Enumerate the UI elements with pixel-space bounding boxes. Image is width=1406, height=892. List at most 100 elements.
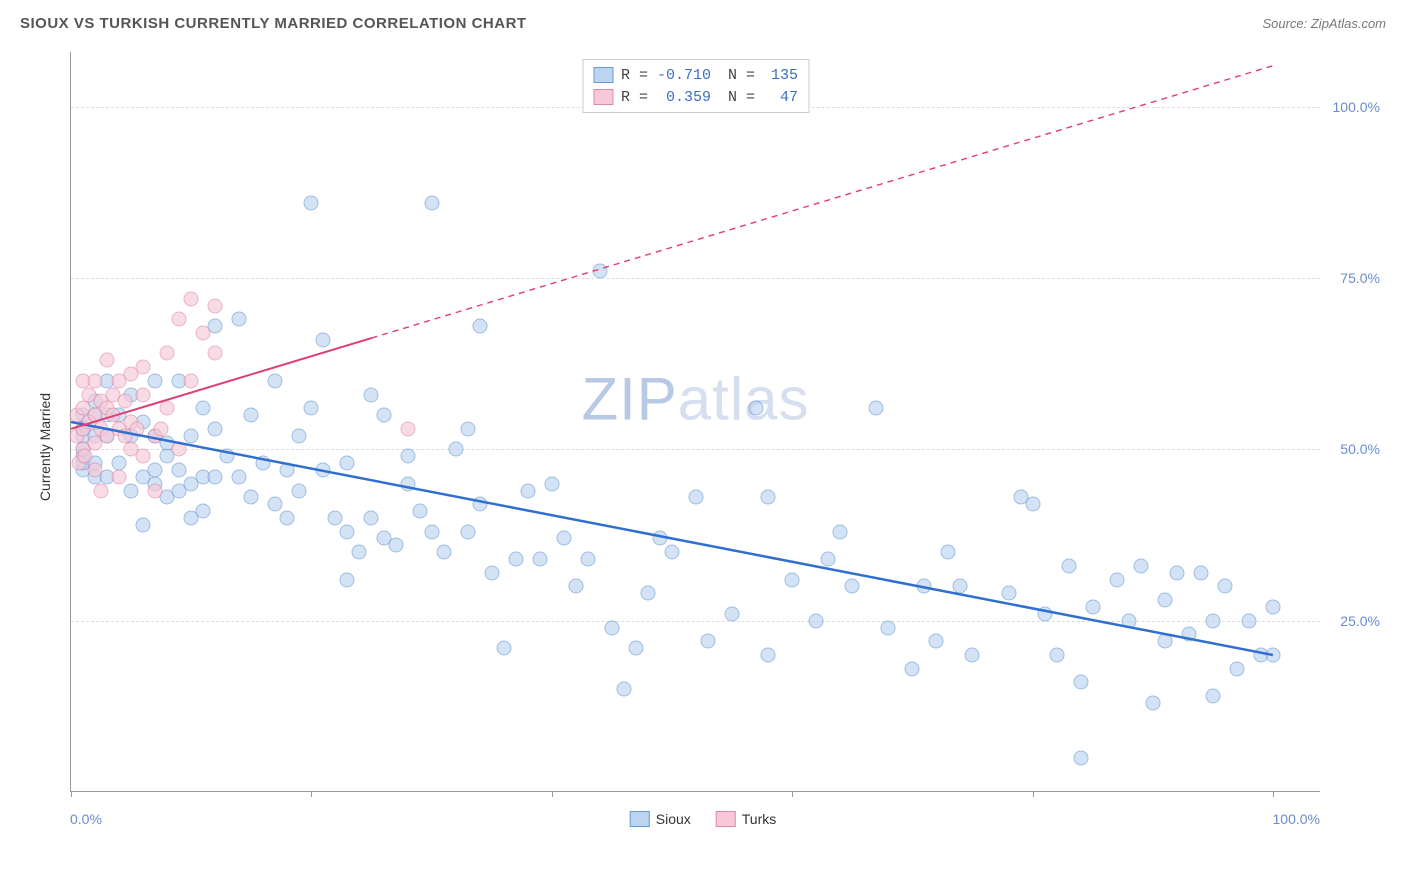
data-point bbox=[761, 647, 776, 662]
stats-box: R =-0.710 N =135R =0.359 N =47 bbox=[582, 59, 809, 113]
legend-swatch bbox=[630, 811, 650, 827]
stat-r-value: 0.359 bbox=[656, 89, 711, 106]
data-point bbox=[1133, 558, 1148, 573]
data-point bbox=[364, 510, 379, 525]
data-point bbox=[965, 647, 980, 662]
data-point bbox=[785, 572, 800, 587]
data-point bbox=[580, 552, 595, 567]
data-point bbox=[184, 428, 199, 443]
data-point bbox=[472, 497, 487, 512]
data-point bbox=[436, 545, 451, 560]
data-point bbox=[472, 319, 487, 334]
x-tick bbox=[552, 791, 553, 797]
data-point bbox=[292, 428, 307, 443]
data-point bbox=[1073, 675, 1088, 690]
watermark: ZIPatlas bbox=[581, 365, 809, 434]
y-tick-label: 100.0% bbox=[1333, 99, 1380, 115]
data-point bbox=[508, 552, 523, 567]
data-point bbox=[412, 504, 427, 519]
data-point bbox=[268, 373, 283, 388]
stat-r-label: R = bbox=[621, 89, 648, 106]
data-point bbox=[220, 449, 235, 464]
data-point bbox=[184, 291, 199, 306]
legend-label: Sioux bbox=[656, 811, 691, 827]
data-point bbox=[1205, 613, 1220, 628]
data-point bbox=[388, 538, 403, 553]
legend-swatch bbox=[593, 89, 613, 105]
legend-swatch bbox=[716, 811, 736, 827]
stat-n-label: N = bbox=[719, 89, 755, 106]
data-point bbox=[232, 312, 247, 327]
data-point bbox=[400, 476, 415, 491]
data-point bbox=[316, 332, 331, 347]
data-point bbox=[244, 490, 259, 505]
x-tick bbox=[1273, 791, 1274, 797]
data-point bbox=[424, 524, 439, 539]
data-point bbox=[172, 442, 187, 457]
data-point bbox=[148, 373, 163, 388]
data-point bbox=[1169, 565, 1184, 580]
data-point bbox=[448, 442, 463, 457]
data-point bbox=[280, 510, 295, 525]
data-point bbox=[196, 325, 211, 340]
data-point bbox=[160, 401, 175, 416]
x-tick bbox=[71, 791, 72, 797]
data-point bbox=[749, 401, 764, 416]
data-point bbox=[136, 360, 151, 375]
stat-r-label: R = bbox=[621, 67, 648, 84]
data-point bbox=[917, 579, 932, 594]
data-point bbox=[833, 524, 848, 539]
data-point bbox=[845, 579, 860, 594]
data-point bbox=[1145, 695, 1160, 710]
data-point bbox=[592, 264, 607, 279]
data-point bbox=[532, 552, 547, 567]
x-axis-label-min: 0.0% bbox=[70, 811, 102, 827]
data-point bbox=[100, 353, 115, 368]
data-point bbox=[1025, 497, 1040, 512]
data-point bbox=[460, 524, 475, 539]
data-point bbox=[280, 462, 295, 477]
data-point bbox=[172, 462, 187, 477]
data-point bbox=[568, 579, 583, 594]
data-point bbox=[340, 572, 355, 587]
data-point bbox=[130, 421, 145, 436]
data-point bbox=[1157, 634, 1172, 649]
data-point bbox=[154, 421, 169, 436]
data-point bbox=[340, 524, 355, 539]
data-point bbox=[1241, 613, 1256, 628]
data-point bbox=[1049, 647, 1064, 662]
data-point bbox=[208, 421, 223, 436]
data-point bbox=[1229, 661, 1244, 676]
data-point bbox=[460, 421, 475, 436]
data-point bbox=[640, 586, 655, 601]
chart-container: Currently Married ZIPatlas 25.0%50.0%75.… bbox=[20, 47, 1386, 847]
data-point bbox=[1181, 627, 1196, 642]
data-point bbox=[118, 394, 133, 409]
data-point bbox=[929, 634, 944, 649]
data-point bbox=[136, 387, 151, 402]
data-point bbox=[94, 483, 109, 498]
stats-row: R =0.359 N =47 bbox=[593, 86, 798, 108]
data-point bbox=[172, 312, 187, 327]
data-point bbox=[1205, 689, 1220, 704]
legend-label: Turks bbox=[742, 811, 776, 827]
legend: Sioux Turks bbox=[630, 811, 777, 827]
data-point bbox=[953, 579, 968, 594]
data-point bbox=[88, 462, 103, 477]
data-point bbox=[184, 373, 199, 388]
x-tick bbox=[311, 791, 312, 797]
data-point bbox=[1265, 647, 1280, 662]
data-point bbox=[316, 462, 331, 477]
chart-header: SIOUX VS TURKISH CURRENTLY MARRIED CORRE… bbox=[20, 10, 1386, 47]
x-axis-label-max: 100.0% bbox=[1273, 811, 1320, 827]
data-point bbox=[1121, 613, 1136, 628]
data-point bbox=[292, 483, 307, 498]
data-point bbox=[664, 545, 679, 560]
data-point bbox=[208, 469, 223, 484]
data-point bbox=[628, 641, 643, 656]
data-point bbox=[689, 490, 704, 505]
data-point bbox=[196, 504, 211, 519]
legend-item: Turks bbox=[716, 811, 776, 827]
data-point bbox=[1037, 606, 1052, 621]
source-label: Source: ZipAtlas.com bbox=[1262, 16, 1386, 31]
